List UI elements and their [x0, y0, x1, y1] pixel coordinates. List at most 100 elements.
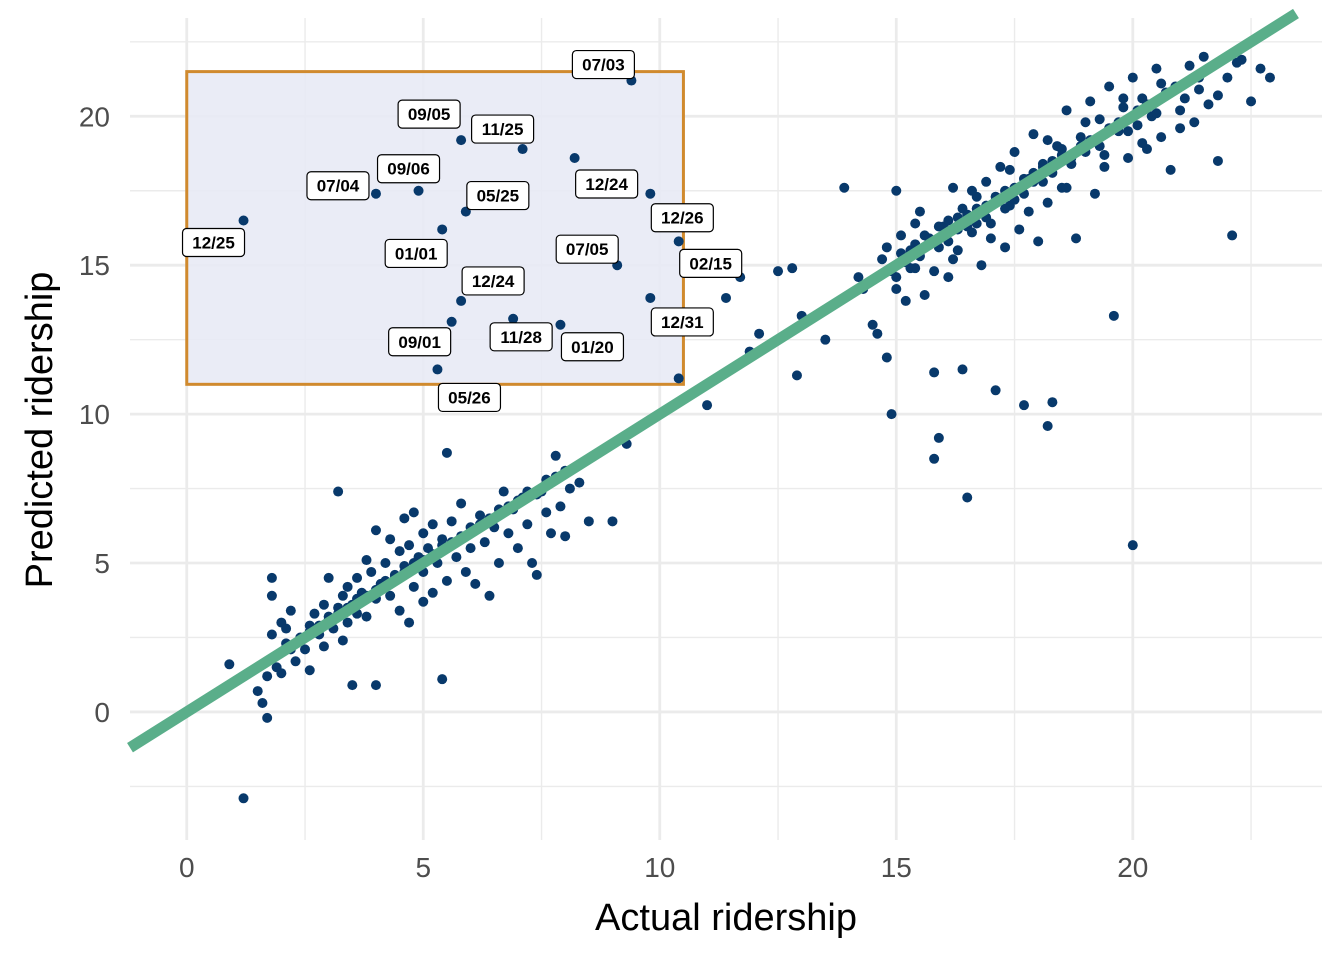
- data-point: [1203, 99, 1214, 110]
- annotation-label: 07/05: [555, 234, 619, 264]
- data-point: [1099, 150, 1110, 160]
- data-point: [370, 680, 381, 691]
- data-point: [839, 182, 850, 193]
- annotation-text: 09/06: [387, 160, 430, 179]
- y-tick-label: 5: [94, 548, 110, 579]
- data-point: [470, 578, 481, 589]
- y-tick-label: 10: [79, 399, 110, 430]
- labeled-data-point: [555, 319, 566, 330]
- data-point: [1127, 540, 1138, 551]
- annotation-text: 01/20: [571, 338, 614, 357]
- data-point: [791, 370, 802, 381]
- data-point: [896, 230, 907, 241]
- data-point: [1189, 117, 1200, 128]
- data-point: [1231, 57, 1242, 68]
- data-point: [867, 319, 878, 330]
- data-point: [300, 644, 311, 655]
- data-point: [541, 507, 552, 518]
- labeled-data-point: [517, 144, 528, 155]
- data-point: [545, 528, 556, 539]
- data-point: [1246, 96, 1257, 107]
- data-point: [323, 572, 334, 583]
- y-tick-labels: 0 5 10 15 20: [79, 101, 110, 728]
- data-point: [318, 641, 329, 652]
- annotation-text: 09/01: [398, 333, 441, 352]
- labeled-data-point: [437, 224, 448, 235]
- data-point: [385, 590, 396, 601]
- annotation-text: 02/15: [689, 254, 732, 273]
- data-point: [990, 385, 1001, 396]
- labeled-data-point: [413, 185, 424, 196]
- data-point: [1023, 206, 1034, 217]
- annotation-text: 05/25: [477, 187, 520, 206]
- data-point: [881, 242, 892, 253]
- annotation-box: [650, 203, 714, 233]
- x-tick-label: 5: [415, 852, 431, 883]
- data-point: [1061, 105, 1072, 116]
- data-point: [479, 537, 490, 548]
- data-point: [441, 575, 452, 586]
- data-point: [1156, 132, 1167, 143]
- data-point: [721, 292, 731, 303]
- data-point: [1042, 197, 1053, 208]
- data-point: [1061, 182, 1072, 193]
- data-point: [583, 516, 594, 527]
- data-point: [1212, 155, 1223, 166]
- data-point: [1255, 63, 1266, 74]
- data-point: [1264, 72, 1275, 83]
- data-point: [754, 328, 765, 339]
- data-point: [1042, 135, 1053, 146]
- y-axis-title: Predicted ridership: [19, 272, 61, 589]
- reference-line: [127, 8, 1299, 753]
- data-point: [418, 596, 429, 607]
- annotation-label: 11/28: [489, 322, 553, 352]
- annotation-box: [388, 327, 452, 357]
- annotation-box: [555, 234, 619, 264]
- data-point: [773, 266, 784, 277]
- annotation-label: 01/01: [384, 238, 448, 269]
- annotation-label: 05/26: [437, 382, 502, 413]
- data-point: [966, 185, 977, 196]
- data-point: [943, 215, 954, 226]
- data-point: [981, 176, 992, 187]
- data-point: [1118, 102, 1129, 113]
- data-point: [948, 254, 959, 265]
- data-point: [342, 581, 353, 592]
- data-point: [1212, 90, 1223, 101]
- annotation-text: 07/04: [317, 177, 360, 196]
- data-point: [385, 534, 396, 545]
- annotation-text: 12/26: [661, 209, 704, 228]
- x-tick-label: 0: [179, 852, 195, 883]
- data-point: [1175, 105, 1186, 116]
- data-point: [290, 656, 301, 667]
- y-tick-label: 20: [79, 101, 110, 132]
- data-point: [1198, 51, 1209, 62]
- data-point: [266, 629, 277, 640]
- data-point: [957, 364, 968, 375]
- data-point: [1080, 117, 1091, 128]
- annotation-text: 07/05: [566, 240, 609, 259]
- data-point: [527, 558, 538, 569]
- labeled-data-point: [432, 364, 443, 375]
- data-point: [1156, 78, 1167, 89]
- annotation-text: 09/05: [408, 105, 451, 124]
- annotation-label: 07/03: [571, 49, 635, 80]
- data-point: [1075, 132, 1086, 143]
- data-point: [560, 531, 571, 542]
- data-point: [394, 605, 405, 616]
- data-point: [370, 525, 381, 536]
- annotation-label: 09/01: [388, 327, 452, 357]
- data-point: [933, 221, 944, 232]
- annotation-text: 12/25: [192, 234, 235, 253]
- data-point: [881, 352, 892, 363]
- labeled-data-point: [238, 215, 249, 226]
- data-point: [262, 712, 273, 723]
- annotation-box: [471, 114, 535, 144]
- annotation-label: 12/25: [181, 227, 246, 258]
- data-point: [1127, 72, 1138, 83]
- data-point: [1009, 147, 1020, 158]
- annotation-text: 12/31: [661, 313, 704, 332]
- data-point: [933, 432, 944, 443]
- labeled-data-point: [645, 292, 656, 303]
- data-point: [872, 328, 883, 339]
